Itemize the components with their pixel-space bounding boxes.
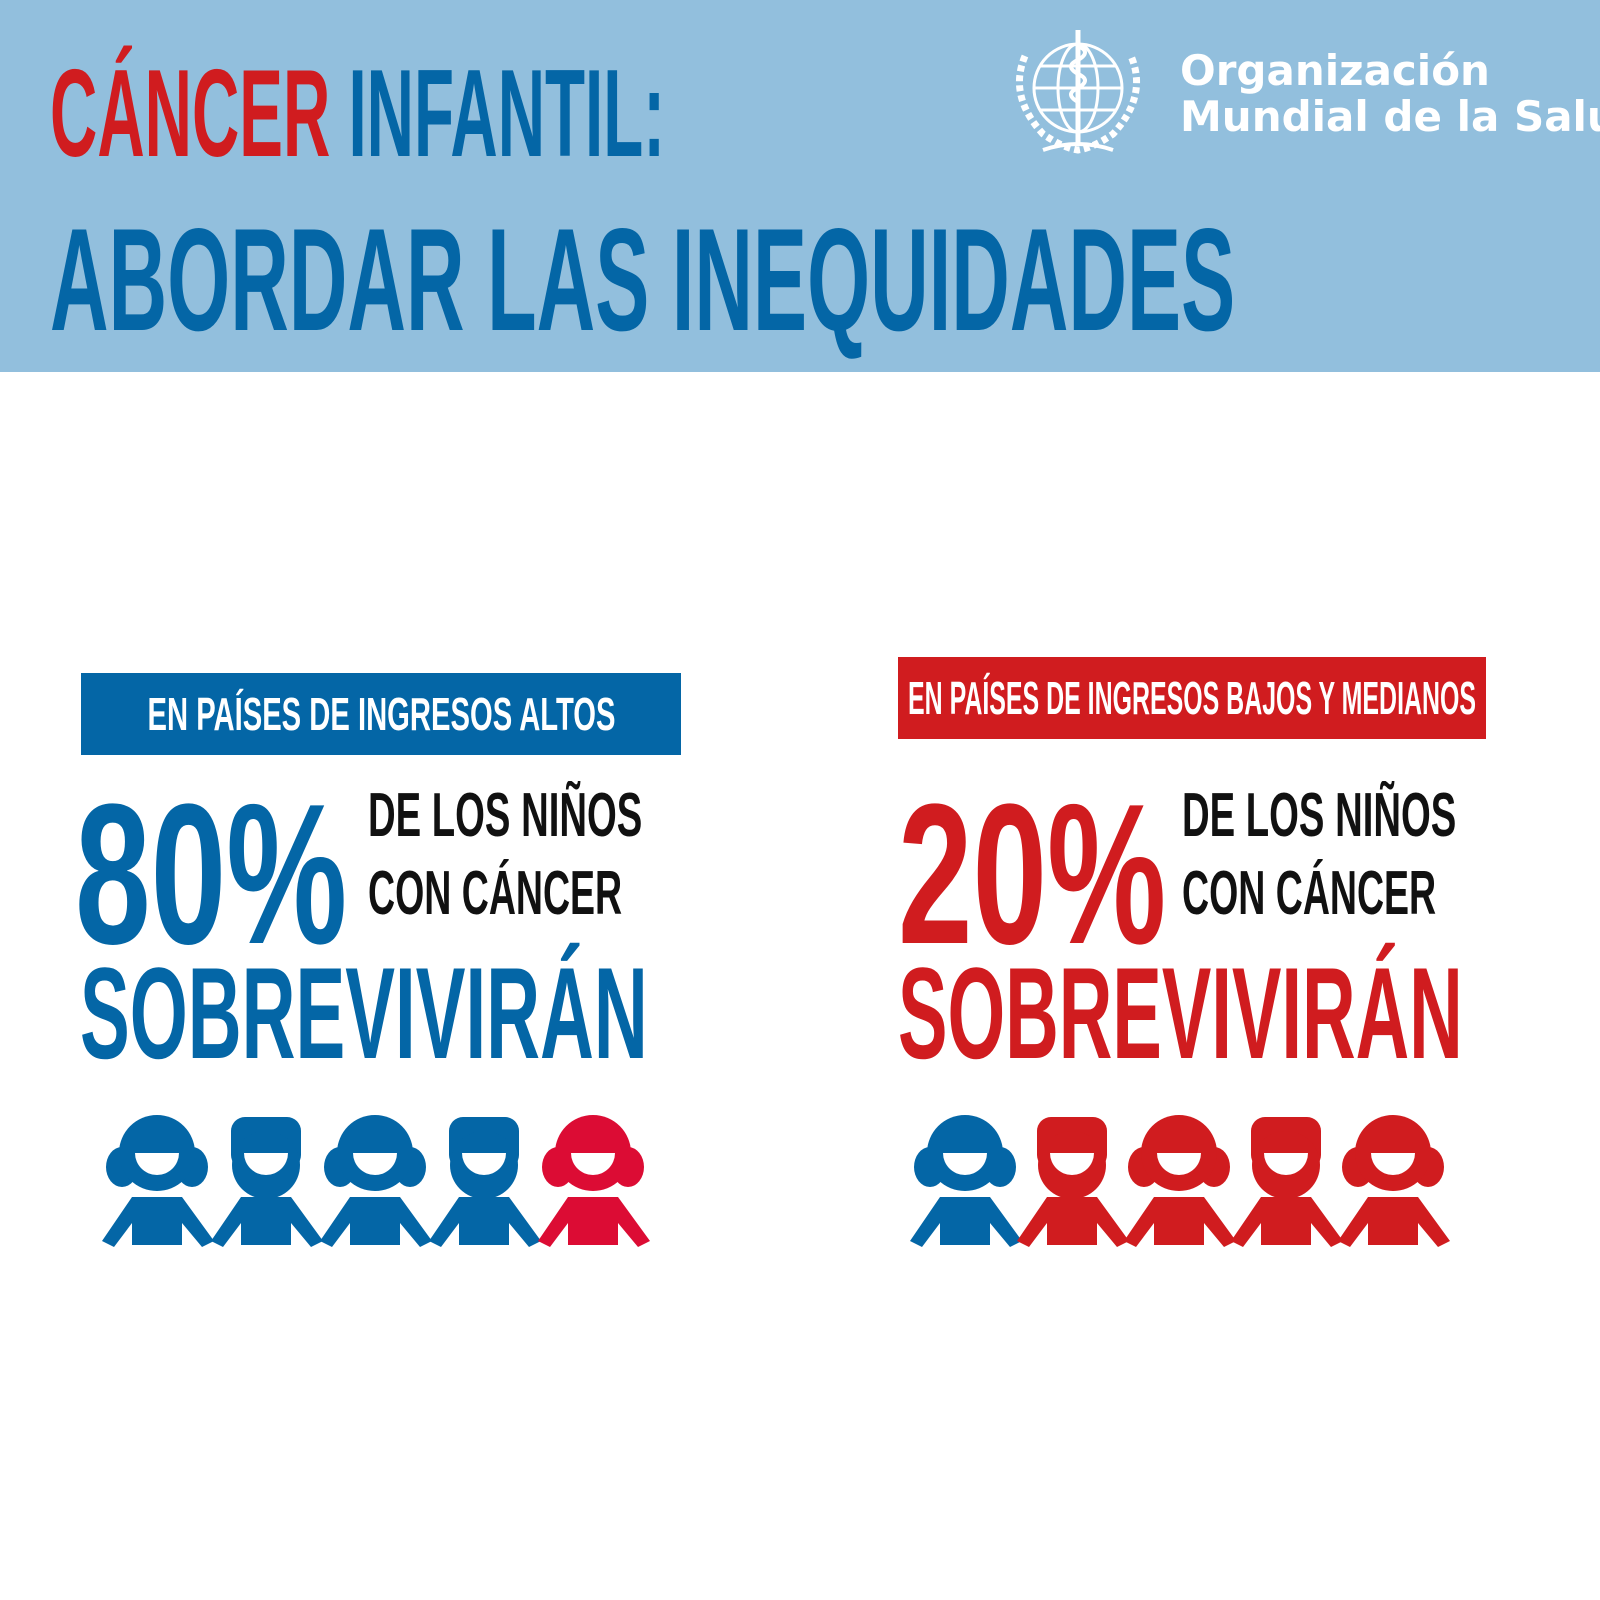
left-survive: SOBREVIVIRÁN bbox=[80, 940, 648, 1086]
banner-high-income-text: EN PAÍSES DE INGRESOS ALTOS bbox=[147, 688, 615, 740]
banner-high-income: EN PAÍSES DE INGRESOS ALTOS bbox=[81, 673, 681, 755]
boy-figure-icon bbox=[211, 1117, 323, 1247]
kids-row-low-middle-income bbox=[910, 1115, 1450, 1247]
who-emblem-icon bbox=[1015, 30, 1141, 154]
left-line-2: CON CÁNCER bbox=[368, 859, 623, 928]
kids-row-high-income bbox=[102, 1115, 650, 1247]
who-logo-text: Organización Mundial de la Salud bbox=[1180, 48, 1600, 140]
girl-figure-icon bbox=[1124, 1115, 1236, 1247]
banner-low-middle-income: EN PAÍSES DE INGRESOS BAJOS Y MEDIANOS bbox=[898, 657, 1486, 739]
boy-figure-icon bbox=[429, 1117, 541, 1247]
logo-line-1: Organización bbox=[1180, 46, 1490, 95]
boy-figure-icon bbox=[1017, 1117, 1129, 1247]
logo-line-2: Mundial de la Salud bbox=[1180, 92, 1600, 141]
banner-low-middle-income-text: EN PAÍSES DE INGRESOS BAJOS Y MEDIANOS bbox=[907, 672, 1477, 724]
left-line-1: DE LOS NIÑOS bbox=[368, 781, 643, 850]
right-line-1: DE LOS NIÑOS bbox=[1182, 781, 1457, 850]
title-cancer: CÁNCER bbox=[50, 45, 331, 183]
percent-low-middle-income: 20% bbox=[898, 763, 1167, 986]
girl-figure-icon bbox=[910, 1115, 1022, 1247]
girl-figure-icon bbox=[1338, 1115, 1450, 1247]
title-infantil: INFANTIL: bbox=[348, 45, 666, 183]
girl-figure-icon bbox=[320, 1115, 432, 1247]
boy-figure-icon bbox=[1231, 1117, 1343, 1247]
header-band bbox=[0, 0, 1600, 372]
title: CÁNCER INFANTIL: bbox=[50, 52, 665, 176]
girl-figure-icon bbox=[538, 1115, 650, 1247]
girl-figure-icon bbox=[102, 1115, 214, 1247]
subtitle: ABORDAR LAS INEQUIDADES bbox=[50, 198, 1236, 361]
percent-high-income: 80% bbox=[75, 763, 348, 986]
right-survive: SOBREVIVIRÁN bbox=[898, 940, 1463, 1086]
right-line-2: CON CÁNCER bbox=[1182, 859, 1437, 928]
